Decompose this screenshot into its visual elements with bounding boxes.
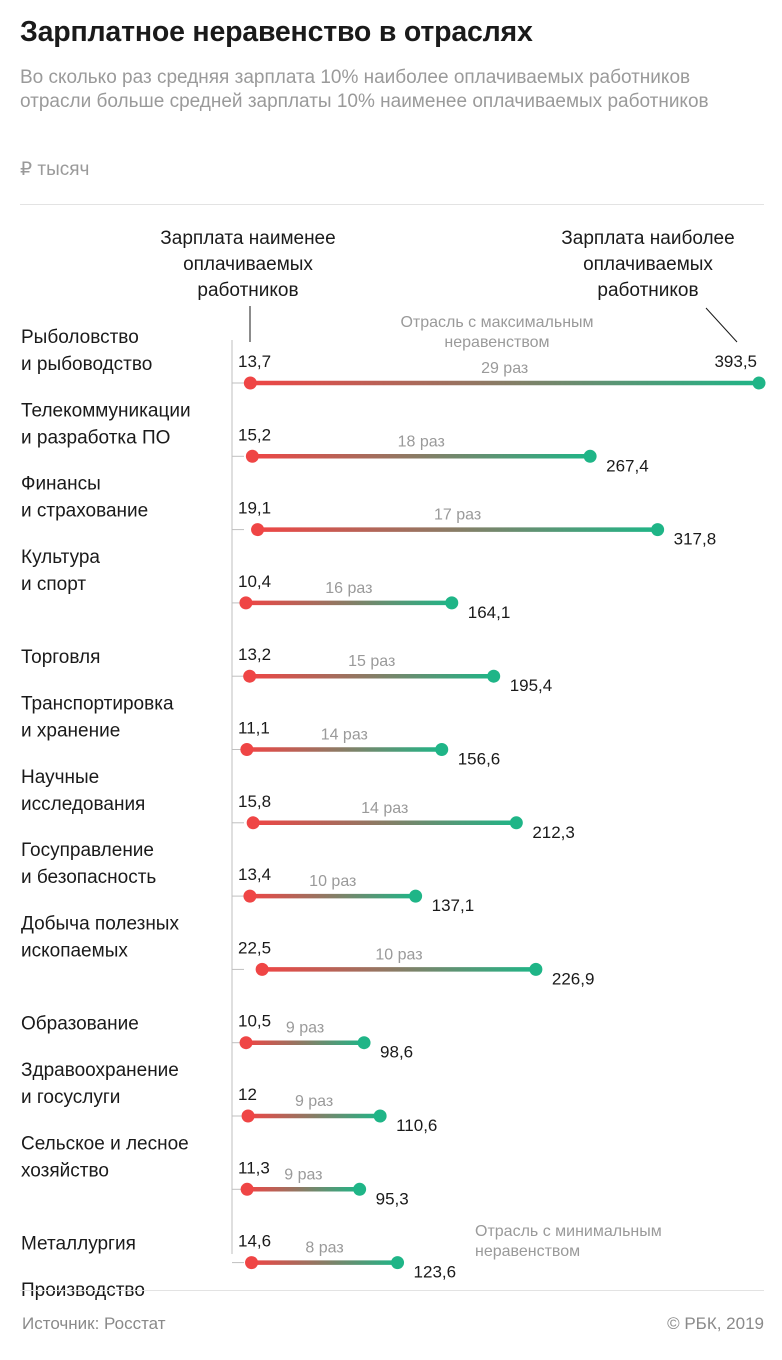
chart-subtitle: Во сколько раз средняя зарплата 10% наиб… (20, 67, 709, 112)
low-value-label: 13,7 (238, 352, 271, 371)
ratio-label: 15 раз (348, 653, 395, 670)
high-value-label: 164,1 (468, 603, 511, 622)
high-dot (445, 596, 459, 610)
high-dot (487, 669, 501, 683)
category-label: Торговля (21, 647, 100, 668)
copyright: © РБК, 2019 (667, 1314, 764, 1333)
high-value-label: 95,3 (376, 1189, 409, 1208)
low-value-label: 22,5 (238, 938, 271, 957)
high-value-label: 393,5 (714, 352, 757, 371)
ratio-label: 9 раз (286, 1020, 324, 1037)
high-header-pointer (705, 307, 738, 343)
ratio-label: 9 раз (295, 1093, 333, 1110)
low-value-label: 10,4 (238, 572, 271, 591)
high-dot (353, 1182, 367, 1196)
ratio-label: 17 раз (434, 507, 481, 524)
ratio-label: 14 раз (321, 727, 368, 744)
high-dot (752, 376, 766, 390)
top-divider (20, 204, 764, 205)
category-label: Добыча полезных ископаемых (21, 913, 179, 961)
low-dot (246, 816, 260, 830)
chart-title: Зарплатное неравенство в отраслях (20, 16, 533, 48)
low-value-label: 19,1 (238, 499, 271, 518)
unit-label: ₽ тысяч (20, 159, 90, 180)
source-note: Источник: Росстат (22, 1314, 166, 1333)
high-dot (409, 889, 423, 903)
low-dot (245, 1256, 259, 1270)
min-inequality-note: Отрасль с минимальным неравенством (475, 1223, 662, 1260)
low-dot (239, 1036, 253, 1050)
ratio-label: 9 раз (284, 1166, 322, 1183)
low-value-label: 14,6 (238, 1232, 271, 1251)
category-label: Госуправление и безопасность (21, 840, 156, 888)
ratio-label: 16 раз (325, 580, 372, 597)
category-label: Финансы и страхование (21, 474, 148, 522)
max-inequality-note: Отрасль с максимальным неравенством (400, 314, 594, 351)
ratio-label: 29 раз (481, 360, 528, 377)
ratio-label: 10 раз (375, 946, 422, 963)
low-dot (241, 1109, 255, 1123)
high-value-label: 137,1 (432, 896, 475, 915)
low-dot (243, 376, 257, 390)
low-dot (251, 523, 265, 537)
category-label: Здравоохранение и госуслуги (21, 1060, 179, 1108)
low-value-label: 10,5 (238, 1012, 271, 1031)
low-dot (239, 596, 253, 610)
category-label: Металлургия (21, 1234, 136, 1255)
high-dot (583, 449, 597, 463)
ratio-label: 14 раз (361, 800, 408, 817)
category-label: Транспортировка и хранение (21, 694, 174, 742)
high-value-label: 212,3 (532, 823, 575, 842)
dumbbell-chart: Рыболовство и рыбоводство 13,7 393,5 29 раз Т… (21, 306, 766, 1300)
low-dot (240, 1182, 254, 1196)
bottom-divider (20, 1290, 764, 1291)
high-value-label: 267,4 (606, 456, 649, 475)
high-value-label: 98,6 (380, 1043, 413, 1062)
ratio-label: 18 раз (398, 433, 445, 450)
low-value-label: 11,3 (238, 1158, 270, 1177)
category-label: Телекоммуникации и разработка ПО (21, 400, 191, 448)
category-label: Образование (21, 1014, 139, 1035)
high-dot (357, 1036, 371, 1050)
low-dot (245, 449, 259, 463)
low-dot (240, 743, 254, 756)
ratio-label: 8 раз (305, 1240, 343, 1257)
high-dot (529, 962, 543, 976)
low-dot (243, 889, 257, 903)
low-value-label: 13,4 (238, 865, 271, 884)
low-series-header: Зарплата наименее оплачиваемых работнико… (160, 228, 336, 301)
category-label: Сельское и лесное хозяйство (21, 1133, 189, 1181)
high-value-label: 123,6 (414, 1263, 457, 1282)
high-dot (435, 743, 449, 756)
low-value-label: 12 (238, 1085, 257, 1104)
high-value-label: 195,4 (510, 676, 553, 695)
high-dot (509, 816, 523, 830)
low-value-label: 13,2 (238, 645, 271, 664)
low-dot (243, 669, 257, 683)
category-label: Рыболовство и рыбоводство (21, 327, 152, 375)
high-value-label: 156,6 (458, 750, 501, 769)
category-label: Культура и спорт (21, 547, 100, 595)
low-value-label: 15,2 (238, 425, 271, 444)
category-label: Производствоавтомобилей (21, 1280, 145, 1300)
low-value-label: 15,8 (238, 792, 271, 811)
low-value-label: 11,1 (238, 719, 270, 738)
high-value-label: 317,8 (674, 530, 717, 549)
high-dot (391, 1256, 405, 1270)
low-dot (255, 962, 269, 976)
high-series-header: Зарплата наиболее оплачиваемых работнико… (561, 228, 735, 301)
high-value-label: 110,6 (396, 1116, 437, 1135)
high-dot (373, 1109, 387, 1123)
ratio-label: 10 раз (309, 873, 356, 890)
category-label: Научные исследования (21, 767, 145, 815)
high-dot (651, 523, 665, 537)
high-value-label: 226,9 (552, 969, 595, 988)
